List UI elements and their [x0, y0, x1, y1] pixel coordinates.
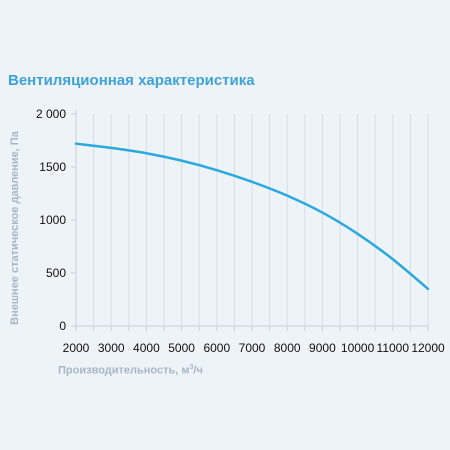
x-axis-label-sup: 3 — [189, 364, 194, 371]
x-tick-label: 12000 — [411, 341, 445, 355]
x-axis-label-text: Производительность, м — [58, 364, 190, 377]
y-tick-label: 1000 — [39, 213, 66, 227]
x-tick-label: 6000 — [203, 341, 230, 355]
axes — [71, 110, 429, 331]
y-tick-labels: 0 500 1000 1500 2 000 — [36, 107, 66, 333]
y-axis-label: Внешнее статическое давление, Па — [9, 130, 21, 325]
series-line — [74, 142, 430, 291]
y-tick-label: 2 000 — [36, 107, 66, 121]
x-axis-label: Производительность, м3/ч — [58, 364, 203, 377]
grid-lines — [93, 114, 429, 326]
x-tick-label: 11000 — [377, 341, 410, 355]
chart-title: Вентиляционная характеристика — [8, 72, 255, 89]
x-tick-labels: 2000 3000 4000 5000 6000 7000 8000 9000 10000 110… — [63, 341, 445, 355]
y-tick-label: 500 — [46, 266, 66, 280]
x-tick-label: 8000 — [274, 341, 301, 355]
y-tick-label: 1500 — [39, 160, 66, 174]
x-tick-label: 5000 — [168, 341, 195, 355]
y-tick-label: 0 — [59, 319, 66, 333]
series-lines — [74, 142, 430, 291]
x-axis-label-tail: /ч — [193, 364, 203, 377]
x-tick-label: 3000 — [98, 341, 125, 355]
x-tick-label: 9000 — [309, 341, 336, 355]
x-tick-label: 4000 — [133, 341, 160, 355]
x-tick-label: 10000 — [341, 341, 375, 355]
x-tick-label: 2000 — [63, 341, 90, 355]
x-tick-label: 7000 — [239, 341, 266, 355]
